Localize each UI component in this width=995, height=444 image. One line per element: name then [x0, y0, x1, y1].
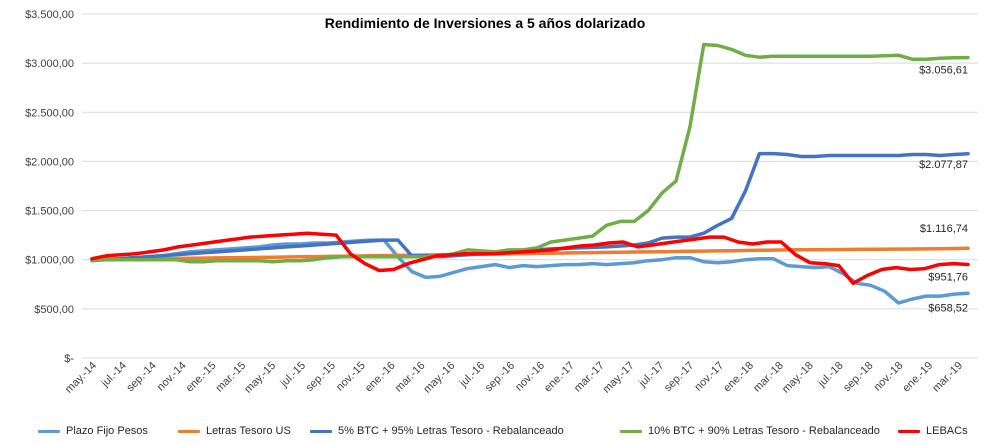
chart-title: Rendimiento de Inversiones a 5 años dola… — [325, 15, 646, 31]
legend-swatch — [178, 429, 200, 433]
x-tick-label: may.-18 — [780, 360, 816, 396]
legend-swatch — [898, 429, 920, 433]
x-tick-label: ene.-17 — [542, 360, 577, 395]
end-value-label: $658,52 — [928, 302, 968, 314]
series-line-0 — [90, 238, 970, 305]
x-tick-label: sep.-18 — [841, 360, 875, 394]
y-tick-label: $- — [64, 353, 74, 365]
x-tick-label: ene.-16 — [363, 360, 398, 395]
x-tick-label: nov.-17 — [692, 360, 726, 394]
x-tick-label: ene.-18 — [721, 360, 756, 395]
x-tick-label: sep.-14 — [124, 360, 158, 394]
x-axis: may.-14 jul.-14sep.-14nov.-14ene.-15mar.-… — [63, 360, 965, 396]
y-tick-label: $2.500,00 — [25, 107, 74, 119]
end-value-label: $1.116,74 — [920, 223, 968, 235]
legend-item: Plazo Fijo Pesos — [38, 425, 148, 437]
end-value-label: $3.056,61 — [919, 65, 968, 77]
x-tick-label: nov.-16 — [513, 360, 547, 394]
x-tick-label: may.-14 — [63, 360, 99, 396]
series-line-2 — [90, 151, 970, 262]
y-axis: $- $500,00 $1.000,00 $1.500,00 $2.000,00 $2.5… — [25, 9, 74, 365]
x-tick-label: sep.-17 — [662, 360, 696, 394]
data-labels: $658,52 $1.116,74 $2.077,87 $3.056,61 $951,7… — [919, 65, 968, 315]
y-tick-label: $1.000,00 — [25, 255, 74, 267]
y-tick-label: $2.000,00 — [25, 156, 74, 168]
series-line-4 — [90, 231, 970, 286]
series-line-1 — [90, 246, 970, 262]
series-lines — [90, 42, 970, 305]
legend-swatch — [310, 429, 332, 433]
legend-label: LEBACs — [926, 425, 968, 437]
y-tick-label: $500,00 — [34, 304, 74, 316]
legend-label: 10% BTC + 90% Letras Tesoro - Rebalancea… — [648, 425, 880, 437]
legend-label: Letras Tesoro US — [206, 425, 291, 437]
gridlines — [82, 13, 978, 359]
y-tick-label: $3.000,00 — [25, 58, 74, 70]
x-tick-label: ene.-19 — [900, 360, 935, 395]
legend-swatch — [620, 429, 642, 433]
y-tick-label: $3.500,00 — [25, 9, 74, 21]
series-line-3 — [90, 42, 970, 264]
x-tick-label: may.-17 — [601, 360, 637, 396]
legend-item: 10% BTC + 90% Letras Tesoro - Rebalancea… — [620, 425, 880, 437]
legend-swatch — [38, 429, 60, 433]
x-tick-label: sep.-16 — [483, 360, 517, 394]
chart-legend: Plazo Fijo Pesos Letras Tesoro US 5% BTC +… — [0, 420, 995, 442]
end-value-label: $951,76 — [928, 271, 968, 283]
x-tick-label: may.-15 — [242, 360, 278, 396]
legend-label: Plazo Fijo Pesos — [66, 425, 148, 437]
end-value-label: $2.077,87 — [919, 159, 968, 171]
legend-label: 5% BTC + 95% Letras Tesoro - Rebalancead… — [338, 425, 564, 437]
x-tick-label: nov.-14 — [155, 360, 189, 394]
x-tick-label: ene.-15 — [184, 360, 219, 395]
legend-item: LEBACs — [898, 425, 968, 437]
x-tick-label: mar.-19 — [930, 360, 965, 395]
x-tick-label: nov.-18 — [872, 360, 906, 394]
legend-item: Letras Tesoro US — [178, 425, 291, 437]
y-tick-label: $1.500,00 — [25, 206, 74, 218]
x-tick-label: may.-16 — [421, 360, 457, 396]
x-tick-label: sep.-15 — [304, 360, 338, 394]
line-chart: $- $500,00 $1.000,00 $1.500,00 $2.000,00 $2.5… — [25, 9, 978, 396]
legend-item: 5% BTC + 95% Letras Tesoro - Rebalancead… — [310, 425, 564, 437]
x-tick-label: nov.-15 — [334, 360, 368, 394]
